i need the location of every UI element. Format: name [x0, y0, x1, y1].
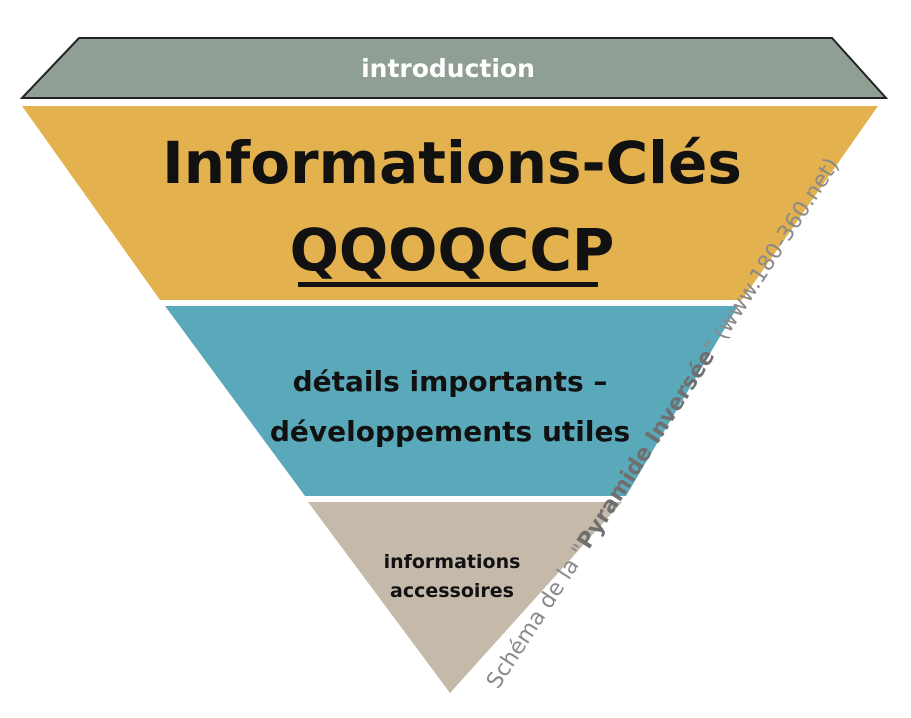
important-details-line-1: détails importants – [293, 365, 608, 398]
introduction-label: introduction [361, 54, 535, 83]
layer-key-information: Informations-Clés QQOQCCP [22, 106, 878, 300]
key-information-title: Informations-Clés [162, 129, 742, 197]
layer-introduction: introduction [19, 37, 889, 99]
key-information-subtitle: QQOQCCP [290, 216, 615, 284]
accessory-information-line-1: informations [384, 551, 521, 573]
layer-accessory-information: informations accessoires [308, 502, 622, 693]
important-details-band [165, 306, 738, 496]
subtitle-underline [298, 282, 598, 287]
accessory-information-band [308, 502, 622, 693]
layer-important-details: détails importants – développements util… [165, 306, 738, 496]
accessory-information-line-2: accessoires [390, 580, 514, 602]
key-information-band [22, 106, 878, 300]
introduction-band [19, 37, 889, 99]
important-details-line-2: développements utiles [270, 415, 630, 448]
